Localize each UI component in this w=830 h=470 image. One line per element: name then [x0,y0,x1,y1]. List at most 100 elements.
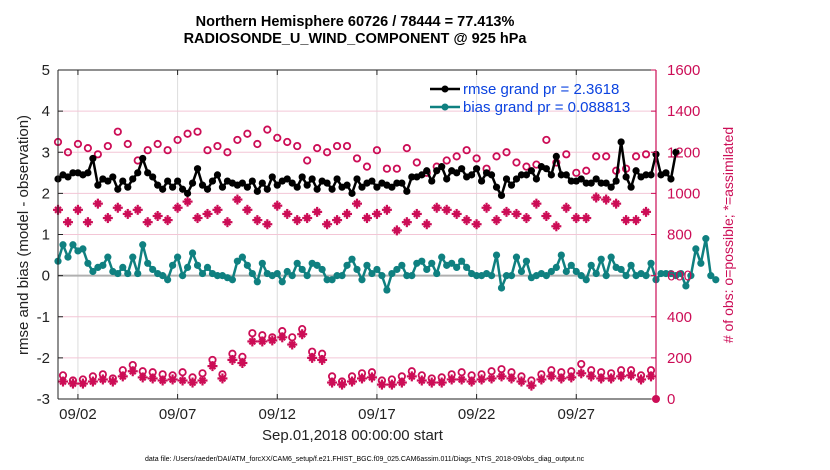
bias-point [228,276,237,284]
bias-point [607,253,615,261]
obs-assimilated-marker [102,213,113,224]
obs-possible-marker [592,152,601,161]
y-tick-label: 4 [42,103,50,120]
obs-possible-marker [572,168,581,177]
obs-assimilated-marker [242,204,253,215]
obs-assimilated-marker [332,215,343,226]
bias-point [338,272,346,280]
bias-point [233,257,241,265]
rmse-point [373,183,381,191]
obs-assimilated-marker [476,374,487,385]
bias-point [238,253,246,261]
obs-assimilated-marker [371,208,382,219]
rmse-point [403,187,411,195]
obs-assimilated-marker [57,376,68,387]
x-tick-label: 09/07 [159,406,197,423]
bias-point [323,276,331,284]
rmse-point [477,177,486,185]
rmse-point [438,163,446,171]
legend-bias-marker [441,103,449,111]
bias-point [617,265,625,274]
bias-point [418,257,426,265]
obs-assimilated-marker [232,194,243,205]
rmse-point [188,179,197,187]
obs-assimilated-marker [356,373,367,384]
bias-point [458,257,466,265]
rmse-point [144,169,152,177]
rmse-point [662,169,670,177]
bias-point [258,259,266,267]
rmse-point [487,171,496,179]
bias-point [547,267,555,276]
obs-assimilated-marker [391,225,402,236]
obs-assimilated-marker [566,372,577,383]
rmse-point [642,171,650,179]
bias-point [642,272,650,280]
obs-assimilated-marker [122,208,133,219]
bias-point [178,272,187,280]
bias-point [164,276,172,284]
obs-possible-marker [183,129,192,138]
obs-assimilated-marker [347,376,358,387]
obs-possible-marker [243,129,252,138]
obs-assimilated-marker [641,206,652,217]
rmse-point [473,165,481,173]
bias-point [398,261,406,269]
rmse-point [193,165,202,173]
obs-assimilated-marker [536,374,547,385]
obs-possible-marker [193,127,202,136]
obs-assimilated-marker [381,204,392,215]
obs-assimilated-marker [337,379,348,390]
rmse-point [273,181,281,189]
chart-title-line-1: Northern Hemisphere 60726 / 78444 = 77.4… [196,14,515,30]
bias-point [567,261,575,269]
bias-point [393,265,401,274]
obs-assimilated-marker [162,215,173,226]
rmse-point [119,177,127,185]
obs-assimilated-marker [302,213,313,224]
bias-point [507,272,516,280]
bias-point [692,245,700,253]
obs-assimilated-marker [551,221,562,232]
bias-point [438,253,446,261]
rmse-point [632,167,640,175]
obs-assimilated-marker [192,213,203,224]
bias-point [707,272,715,280]
bias-point [129,253,137,261]
rmse-point [124,183,132,191]
rmse-point [139,154,147,163]
rmse-point [602,179,610,187]
rmse-point [423,167,431,175]
y-right-tick-label: 600 [667,268,692,285]
y-tick-label: -3 [37,391,50,408]
obs-assimilated-marker [112,202,123,213]
rmse-point [627,183,635,191]
obs-assimilated-marker [202,208,213,219]
obs-assimilated-marker [247,336,258,347]
obs-assimilated-marker [441,204,452,215]
obs-assimilated-marker [416,375,427,386]
chart-title-line-2: RADIOSONDE_U_WIND_COMPONENT @ 925 hPa [184,31,528,47]
rmse-point [154,181,162,189]
obs-assimilated-marker [606,373,617,384]
rmse-point [388,183,396,191]
obs-assimilated-marker [87,376,98,387]
obs-assimilated-marker [287,339,298,350]
obs-assimilated-marker [516,376,527,387]
obs-assimilated-marker [616,371,627,382]
bias-point [408,272,416,280]
rmse-point [198,181,207,189]
obs-possible-marker [641,150,651,159]
rmse-point [283,175,291,183]
obs-assimilated-marker [561,202,572,213]
bias-point [383,286,391,294]
bias-point [697,259,705,267]
bias-point [124,269,132,278]
obs-possible-marker [223,148,232,157]
y-right-tick-label: 1200 [667,144,700,161]
obs-possible-marker [263,125,272,134]
rmse-point [453,169,461,177]
tick-labels: 09/02 09/07 09/12 09/17 09/22 09/27 -3 -2 -1 0 1 2 3… [37,62,701,423]
bias-point [433,269,441,278]
